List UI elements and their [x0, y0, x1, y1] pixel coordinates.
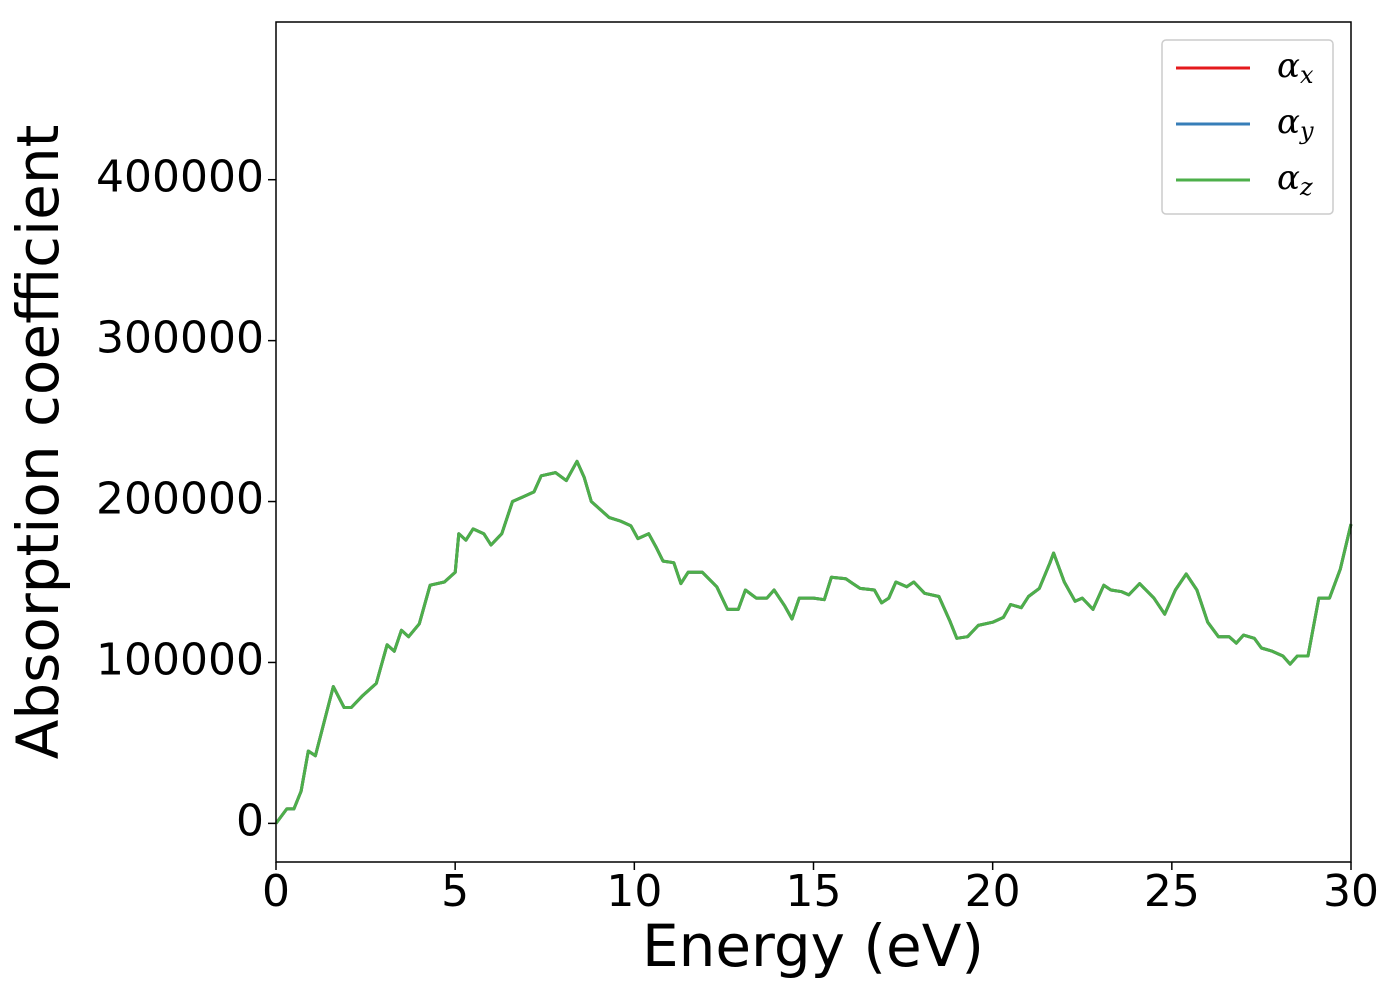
x-tick-label: 15	[786, 866, 842, 917]
legend-label: αz	[1277, 158, 1313, 201]
x-tick-label: 5	[441, 866, 469, 917]
y-tick-label: 300000	[96, 313, 264, 364]
legend-box	[1161, 39, 1334, 215]
y-tick-label: 400000	[96, 152, 264, 203]
x-axis-label: Energy (eV)	[642, 912, 984, 980]
legend-label: αx	[1277, 46, 1314, 89]
x-tick-label: 0	[262, 866, 290, 917]
plot-frame	[275, 21, 1352, 863]
y-tick-label: 200000	[96, 474, 264, 525]
x-tick-label: 20	[965, 866, 1021, 917]
line	[274, 459, 1353, 825]
y-tick-label: 0	[236, 795, 264, 846]
y-tick-label: 100000	[96, 634, 264, 685]
x-tick-label: 30	[1323, 866, 1379, 917]
x-tick-label: 10	[606, 866, 662, 917]
legend-label: αy	[1277, 102, 1314, 145]
y-axis-label: Absorption coefficient	[4, 125, 72, 760]
x-tick-label: 25	[1144, 866, 1200, 917]
